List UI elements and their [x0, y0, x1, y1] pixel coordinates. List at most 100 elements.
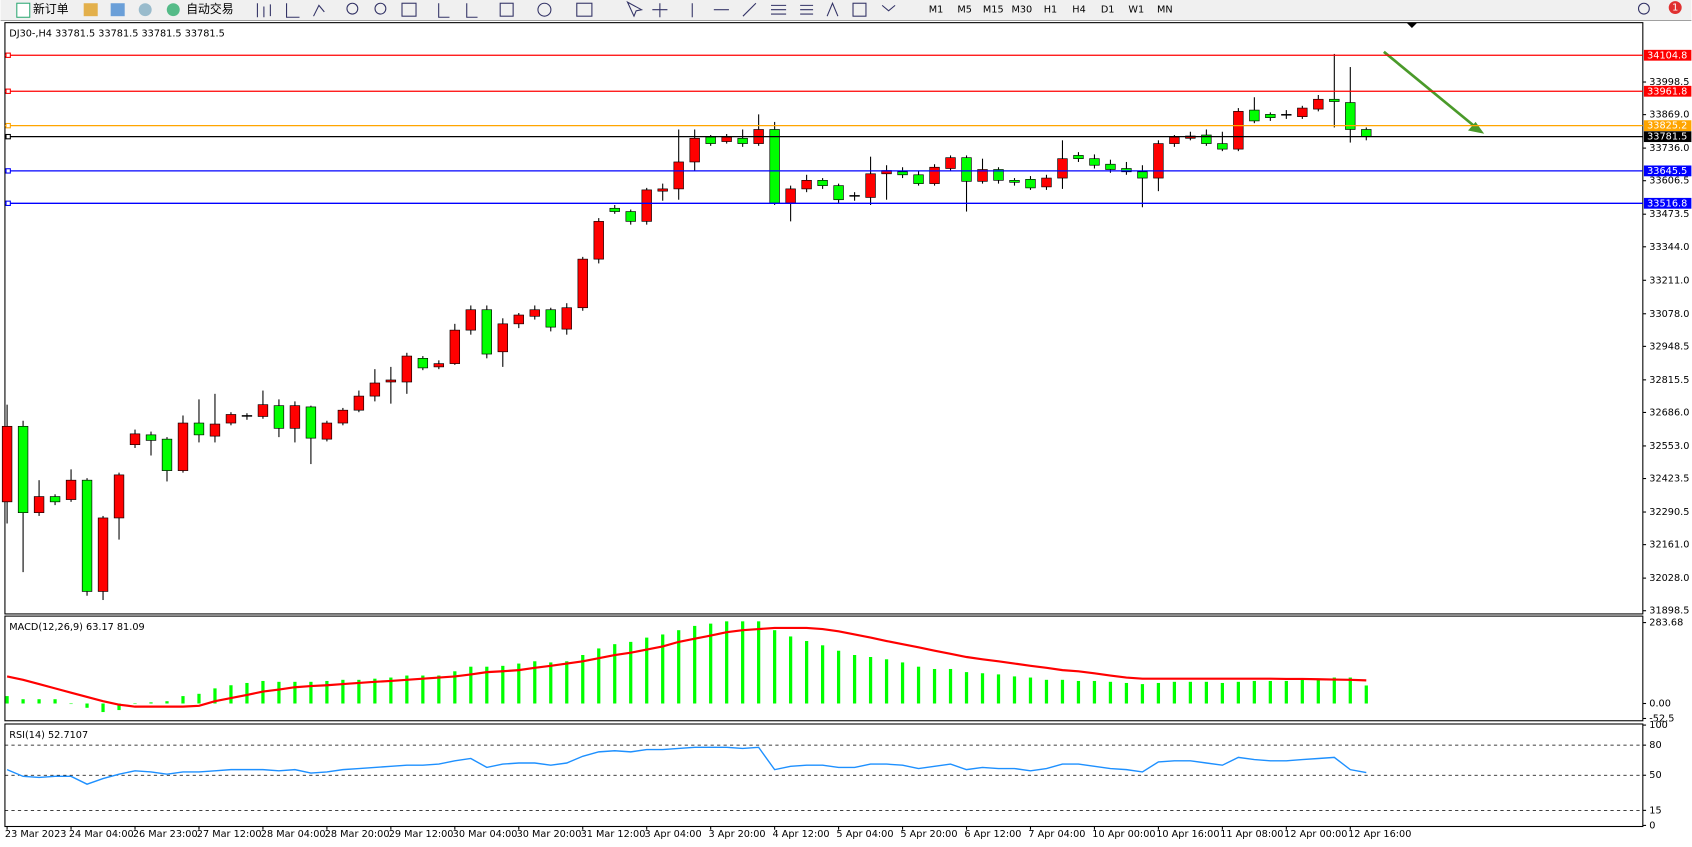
rsi-line: [6, 746, 1367, 785]
candle-body: [1073, 155, 1084, 160]
timeframe-button[interactable]: M30: [1012, 5, 1033, 16]
macd-bar: [1156, 682, 1161, 704]
level-handle: [5, 88, 11, 94]
icon[interactable]: [466, 3, 478, 18]
macd-bar: [405, 675, 409, 704]
macd-bar: [677, 630, 681, 704]
macd-bar: [1252, 680, 1256, 704]
level-handle: [5, 133, 11, 140]
macd-bar: [117, 703, 121, 711]
macd-bar: [325, 680, 329, 704]
macd-bar: [1044, 679, 1049, 704]
icon[interactable]: [771, 4, 787, 15]
icon[interactable]: [256, 3, 271, 18]
candle-body: [337, 409, 349, 424]
candle-body: [65, 479, 77, 500]
x-tick-label: 28 Mar 20:00: [325, 829, 390, 840]
candle-body: [737, 137, 748, 144]
icon[interactable]: [138, 3, 152, 17]
candle-body: [673, 161, 684, 190]
y-tick-label: 31898.5: [1649, 606, 1689, 617]
macd-bar: [1188, 681, 1193, 704]
timeframe-button[interactable]: D1: [1101, 5, 1115, 16]
new-order-button[interactable]: 新订单: [16, 2, 69, 18]
icon[interactable]: [286, 3, 300, 18]
icon[interactable]: [800, 4, 814, 15]
macd-bar: [1108, 681, 1113, 704]
macd-bar: [501, 665, 505, 704]
icon[interactable]: [401, 2, 417, 17]
timeframe-button[interactable]: MN: [1157, 5, 1173, 16]
candle-body: [529, 309, 540, 317]
icon[interactable]: [374, 2, 387, 15]
timeframe-button[interactable]: H1: [1044, 5, 1057, 16]
candle-body: [785, 188, 796, 204]
icon[interactable]: [881, 4, 896, 12]
macd-bar: [277, 681, 281, 704]
macd-bar: [741, 621, 745, 704]
macd-bar: [309, 681, 313, 704]
icon[interactable]: [852, 2, 867, 17]
icon[interactable]: [576, 2, 593, 17]
timeframe-button[interactable]: H4: [1072, 5, 1085, 16]
level-label-bg: [1643, 197, 1692, 209]
candle-body: [561, 307, 572, 330]
macd-bar: [1236, 681, 1240, 704]
icon[interactable]: [537, 2, 552, 17]
candle-body: [129, 433, 141, 446]
macd-bar: [1012, 676, 1017, 704]
x-tick-label: 5 Apr 04:00: [836, 829, 893, 840]
tool-icons: [256, 0, 896, 18]
level-label: 33961.8: [1647, 86, 1687, 97]
timeframe-button[interactable]: M1: [929, 5, 944, 16]
icon[interactable]: [499, 2, 514, 17]
icon[interactable]: [346, 2, 359, 15]
icon[interactable]: [742, 2, 757, 17]
auto-trading-button[interactable]: 自动交易: [166, 2, 234, 16]
candle-body: [849, 195, 860, 197]
candle-body: [625, 211, 636, 222]
macd-bar: [789, 636, 793, 704]
auto-trading-label: 自动交易: [186, 2, 233, 16]
icon[interactable]: [83, 3, 98, 17]
timeframe-button[interactable]: W1: [1128, 5, 1144, 16]
x-tick-label: 3 Apr 04:00: [645, 829, 702, 840]
toolbar: 新订单 自动交易: [0, 0, 1692, 22]
icon[interactable]: [626, 0, 644, 18]
shift-marker[interactable]: [1406, 22, 1418, 29]
y-tick-label: 33473.5: [1649, 209, 1689, 220]
candle-body: [1297, 107, 1308, 117]
candle-body: [145, 434, 157, 441]
level-label: 33825.2: [1647, 121, 1687, 132]
candle-body: [593, 221, 604, 260]
icon[interactable]: [110, 3, 125, 17]
candle-body: [657, 188, 668, 192]
timeframe-button[interactable]: M5: [957, 5, 972, 16]
signal-line: [6, 626, 1367, 708]
candle-body: [497, 323, 508, 353]
icon[interactable]: [652, 3, 668, 18]
macd-bar: [341, 679, 345, 704]
search-icon[interactable]: [1637, 2, 1650, 15]
notification-badge[interactable]: [1668, 1, 1682, 15]
icon[interactable]: [438, 3, 450, 18]
notification-count: 1: [1672, 3, 1678, 14]
macd-bar: [629, 641, 633, 704]
candle-body: [1313, 98, 1324, 110]
level-handle: [5, 200, 11, 206]
level-label-bg: [1643, 120, 1692, 132]
main-panel-border: [4, 22, 1644, 615]
macd-bar: [101, 703, 105, 713]
macd-bar: [213, 688, 217, 704]
timeframe-button[interactable]: M15: [983, 5, 1004, 16]
candle-body: [1, 425, 13, 503]
candle-body: [993, 169, 1004, 181]
x-tick-label: 28 Mar 04:00: [261, 829, 326, 840]
icon[interactable]: [313, 4, 325, 17]
trend-arrow[interactable]: [1383, 50, 1485, 134]
y-tick-label: 33078.0: [1649, 309, 1689, 320]
candle-body: [465, 309, 476, 331]
y-tick-label: 32686.0: [1649, 407, 1689, 418]
macd-bar: [69, 703, 73, 705]
icon[interactable]: [826, 1, 839, 17]
